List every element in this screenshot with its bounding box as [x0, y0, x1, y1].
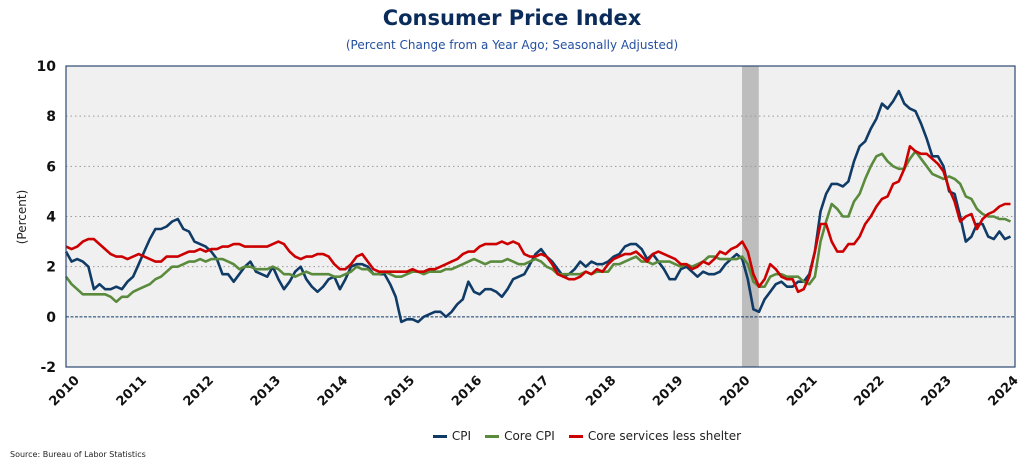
y-tick-label: 4	[46, 210, 56, 226]
x-tick-label: 2016	[449, 373, 485, 409]
legend-label-core-cpi: Core CPI	[504, 429, 555, 443]
x-tick-label: 2021	[784, 373, 820, 409]
x-tick-label: 2019	[650, 373, 686, 409]
y-tick-label: 6	[46, 159, 56, 175]
x-tick-label: 2022	[851, 373, 887, 409]
y-tick-label: 0	[46, 310, 56, 326]
x-tick-label: 2024	[986, 373, 1022, 409]
x-tick-label: 2020	[717, 373, 753, 409]
x-tick-label: 2011	[114, 373, 150, 409]
chart-title: Consumer Price Index	[382, 6, 642, 30]
plot-frame	[65, 65, 1016, 368]
y-tick-label: 2	[46, 260, 56, 276]
legend-item-cpi: CPI	[432, 429, 472, 443]
x-tick-label: 2012	[181, 373, 217, 409]
series-line-cpi	[64, 89, 1012, 324]
x-tick-label: 2023	[919, 373, 955, 409]
x-tick-label: 2018	[583, 373, 619, 409]
x-tick-label: 2014	[315, 373, 351, 409]
legend-label-cpi: CPI	[451, 429, 472, 443]
series-line-core-services-less-shelter	[65, 145, 1011, 294]
legend-swatch-core-services	[568, 434, 583, 438]
y-tick-label: 8	[46, 109, 56, 125]
legend-item-core-cpi: Core CPI	[485, 429, 555, 443]
y-tick-label: 10	[37, 59, 57, 75]
x-tick-label: 2013	[248, 373, 284, 409]
legend-item-core-services: Core services less shelter	[568, 429, 742, 443]
x-tick-label: 2015	[382, 373, 418, 409]
legend-label-core-services: Core services less shelter	[587, 429, 742, 443]
x-tick-label: 2010	[47, 373, 83, 409]
legend-swatch-cpi	[432, 434, 447, 438]
chart-subtitle: (Percent Change from a Year Ago; Seasona…	[345, 38, 679, 52]
legend: CPI Core CPI Core services less shelter	[0, 429, 1024, 443]
legend-swatch-core-cpi	[485, 434, 500, 438]
x-tick-label: 2017	[516, 373, 552, 409]
series-line-core-cpi	[64, 150, 1012, 304]
source-note: Source: Bureau of Labor Statistics	[10, 450, 146, 459]
y-tick-label: -2	[40, 360, 56, 376]
y-axis-label: (Percent)	[15, 190, 29, 245]
